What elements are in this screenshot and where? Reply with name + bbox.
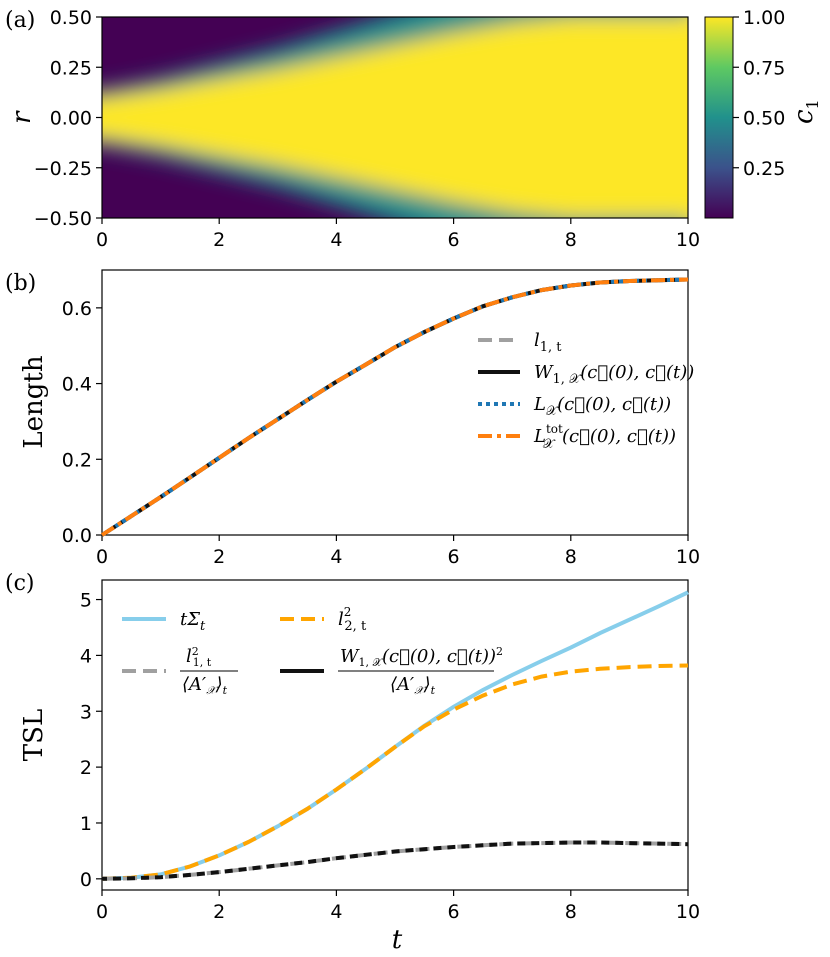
y-tick-label: 4 xyxy=(80,645,92,667)
y-tick-label: 0.0 xyxy=(62,525,92,547)
x-tick-label: 10 xyxy=(676,229,700,251)
series-line-b-4 xyxy=(100,277,689,537)
colorbar-tick-label: 0.50 xyxy=(743,108,785,130)
y-axis-label-b: Length xyxy=(19,355,49,448)
heatmap-core-band xyxy=(102,17,688,218)
legend-b-entry-2: W1, 𝒳(c⃗(0), c⃗(t)) xyxy=(534,362,694,387)
y-tick-label: 0.6 xyxy=(62,298,92,320)
x-tick-label: 4 xyxy=(330,901,342,923)
y-tick-label: 0.50 xyxy=(50,7,92,29)
x-tick-label: 6 xyxy=(448,229,460,251)
legend-b-entry-1: l1, t xyxy=(534,330,562,355)
x-tick-label: 8 xyxy=(565,901,577,923)
x-tick-label: 0 xyxy=(96,901,108,923)
legend-c-entry-3-num: l2 1, t xyxy=(186,645,212,669)
x-tick-label: 6 xyxy=(448,546,460,568)
legend-b: l1, t W1, 𝒳(c⃗(0), c⃗(t)) L𝒳(c⃗(0), c⃗(t… xyxy=(478,330,694,452)
y-tick-label: 0.2 xyxy=(62,449,92,471)
colorbar xyxy=(704,16,734,219)
y-tick-label: 0.00 xyxy=(50,108,92,130)
x-tick-label: 8 xyxy=(565,229,577,251)
y-tick-label: 3 xyxy=(80,701,92,723)
x-tick-label: 2 xyxy=(213,546,225,568)
x-axis-label-c: t xyxy=(392,925,403,955)
x-tick-label: 2 xyxy=(213,901,225,923)
legend-c-entry-4-num: W1, 𝒳(c⃗(0), c⃗(t))2 xyxy=(340,645,503,669)
y-tick-label: 0 xyxy=(80,869,92,891)
series-line-c-1 xyxy=(101,590,689,881)
legend-c-entry-1: tΣt xyxy=(180,609,206,634)
y-axis-label-a: r xyxy=(7,110,37,124)
y-tick-label: −0.25 xyxy=(34,158,92,180)
x-tick-label: 10 xyxy=(676,546,700,568)
legend-c: tΣt l2 2, t l2 1, t ⟨A′𝒳⟩t W1, 𝒳(c⃗(0), c⃗… xyxy=(122,605,503,697)
legend-c-entry-3-den: ⟨A′𝒳⟩t xyxy=(182,674,228,697)
x-tick-label: 0 xyxy=(96,229,108,251)
colorbar-tick-label: 1.00 xyxy=(743,7,785,29)
x-tick-label: 0 xyxy=(96,546,108,568)
y-tick-label: 2 xyxy=(80,757,92,779)
panel-label-a: (a) xyxy=(5,8,35,33)
legend-b-entry-3: L𝒳(c⃗(0), c⃗(t)) xyxy=(533,394,671,419)
colorbar-tick-label: 0.75 xyxy=(743,57,785,79)
x-tick-label: 4 xyxy=(330,229,342,251)
y-tick-label: −0.50 xyxy=(34,208,92,230)
y-tick-label: 0.25 xyxy=(50,57,92,79)
legend-c-entry-4-den: ⟨A′𝒳⟩t xyxy=(390,674,436,697)
series-line-c-2 xyxy=(101,663,689,881)
legend-b-entry-4: Ltot 𝒳 (c⃗(0), c⃗(t)) xyxy=(533,422,676,452)
series-line-c-4 xyxy=(101,840,689,881)
colorbar-label: c1 xyxy=(789,99,822,124)
x-tick-label: 2 xyxy=(213,229,225,251)
tsl-panel: 0 2 4 6 8 10 0 1 2 3 4 5 TSL t tΣt l2 2, t l2 1, t ⟨A… xyxy=(19,579,700,955)
length-panel: 0 2 4 6 8 10 0.0 0.2 0.4 0.6 Length l1, t W1, 𝒳(c… xyxy=(19,269,700,568)
x-tick-label: 6 xyxy=(448,901,460,923)
colorbar-tick-label: 0.25 xyxy=(743,158,785,180)
heatmap-panel: 0 2 4 6 8 10 −0.50 −0.25 0.00 0.25 0.50 r 1.00 0.75… xyxy=(7,7,822,251)
y-axis-label-c: TSL xyxy=(19,709,49,761)
legend-c-entry-2: l2 2, t xyxy=(338,605,367,634)
x-tick-label: 10 xyxy=(676,901,700,923)
x-tick-label: 8 xyxy=(565,546,577,568)
series-line-b-3 xyxy=(100,277,689,537)
y-tick-label: 5 xyxy=(80,590,92,612)
y-tick-label: 1 xyxy=(80,813,92,835)
panel-label-b: (b) xyxy=(5,271,36,296)
x-tick-label: 4 xyxy=(330,546,342,568)
y-tick-label: 0.4 xyxy=(62,374,92,396)
panel-label-c: (c) xyxy=(5,571,35,596)
